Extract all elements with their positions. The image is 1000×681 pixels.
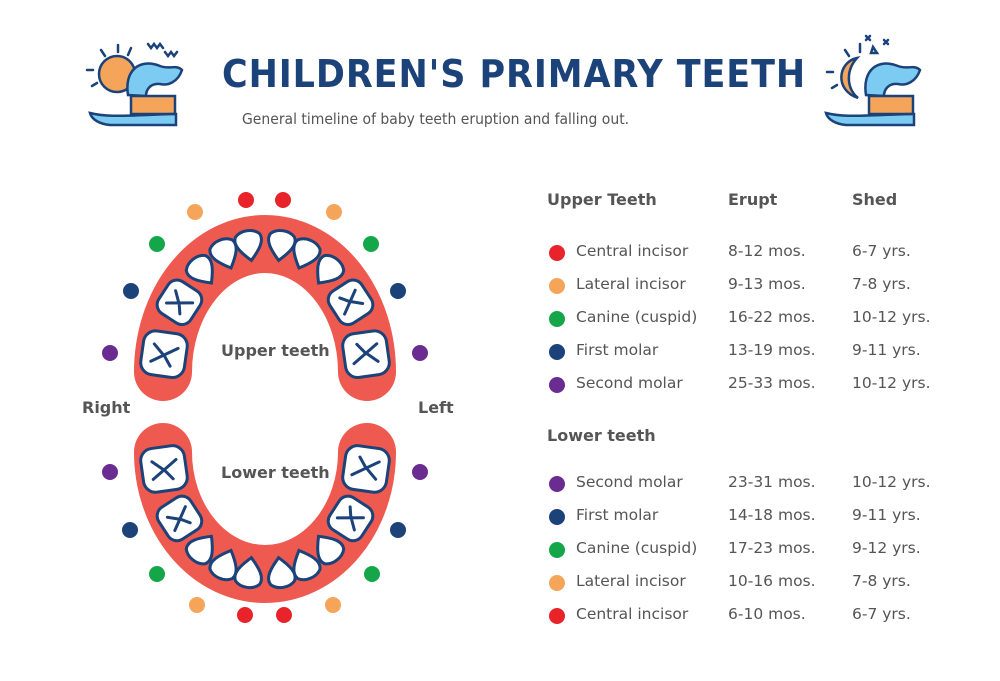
tooth-canine (184, 253, 214, 285)
tooth-name: Central incisor (576, 605, 689, 623)
moon-toothbrush-icon (824, 34, 922, 127)
erupt-value: 17-23 mos. (728, 539, 816, 557)
shed-value: 10-12 yrs. (852, 473, 931, 491)
color-dot (549, 575, 565, 591)
tooth-lateral-incisor (292, 548, 322, 582)
tooth-first-molar (326, 494, 375, 543)
dot-lateral-incisor (187, 204, 203, 220)
color-dot (549, 476, 565, 492)
dot-first-molar (122, 522, 138, 538)
color-dot (549, 542, 565, 558)
tooth-canine (184, 534, 214, 566)
tooth-second-molar (139, 329, 189, 379)
dot-central-incisor (237, 607, 253, 623)
shed-value: 7-8 yrs. (852, 275, 911, 293)
color-dot (549, 278, 565, 294)
shed-value: 9-11 yrs. (852, 506, 921, 524)
tooth-lateral-incisor (208, 237, 238, 270)
tooth-name: Lateral incisor (576, 572, 686, 590)
tooth-central-incisor (233, 229, 263, 263)
shed-value: 10-12 yrs. (852, 374, 931, 392)
erupt-value: 9-13 mos. (728, 275, 806, 293)
tooth-name: Canine (cuspid) (576, 539, 698, 557)
lower-teeth-heading: Lower teeth (547, 426, 656, 445)
color-dot (549, 311, 565, 327)
left-side-label: Left (418, 398, 454, 417)
lower-teeth-label: Lower teeth (221, 463, 330, 482)
erupt-value: 8-12 mos. (728, 242, 806, 260)
erupt-value: 16-22 mos. (728, 308, 816, 326)
color-dot (549, 509, 565, 525)
dot-first-molar (390, 522, 406, 538)
tooth-lateral-incisor (208, 548, 238, 582)
shed-value: 7-8 yrs. (852, 572, 911, 590)
color-dot (549, 608, 565, 624)
tooth-name: First molar (576, 506, 659, 524)
shed-value: 6-7 yrs. (852, 242, 911, 260)
tooth-second-molar (341, 444, 391, 494)
dot-first-molar (390, 283, 406, 299)
tooth-first-molar (326, 278, 375, 327)
shed-value: 9-12 yrs. (852, 539, 921, 557)
dot-lateral-incisor (326, 204, 342, 220)
dot-second-molar (102, 345, 118, 361)
tooth-canine (316, 253, 346, 285)
upper-teeth-label: Upper teeth (221, 341, 330, 360)
erupt-value: 13-19 mos. (728, 341, 816, 359)
tooth-name: Second molar (576, 473, 683, 491)
erupt-value: 23-31 mos. (728, 473, 816, 491)
dot-second-molar (412, 464, 428, 480)
shed-heading: Shed (852, 190, 898, 209)
color-dot (549, 377, 565, 393)
tooth-central-incisor (267, 555, 297, 590)
dot-central-incisor (238, 192, 254, 208)
dot-canine (149, 236, 165, 252)
tooth-canine (316, 534, 346, 566)
tooth-name: Second molar (576, 374, 683, 392)
tooth-second-molar (139, 444, 189, 494)
page-title: CHILDREN'S PRIMARY TEETH (222, 52, 807, 96)
erupt-heading: Erupt (728, 190, 778, 209)
tooth-name: Lateral incisor (576, 275, 686, 293)
dot-central-incisor (275, 192, 291, 208)
color-dot (549, 344, 565, 360)
shed-value: 10-12 yrs. (852, 308, 931, 326)
tooth-name: First molar (576, 341, 659, 359)
tooth-name: Canine (cuspid) (576, 308, 698, 326)
shed-value: 9-11 yrs. (852, 341, 921, 359)
erupt-value: 10-16 mos. (728, 572, 816, 590)
page-subtitle: General timeline of baby teeth eruption … (242, 110, 630, 128)
tooth-central-incisor (233, 555, 263, 590)
tooth-first-molar (155, 494, 204, 543)
upper-teeth-heading: Upper Teeth (547, 190, 657, 209)
dot-central-incisor (276, 607, 292, 623)
right-side-label: Right (82, 398, 131, 417)
dot-second-molar (412, 345, 428, 361)
tooth-name: Central incisor (576, 242, 689, 260)
erupt-value: 14-18 mos. (728, 506, 816, 524)
dot-canine (149, 566, 165, 582)
erupt-value: 6-10 mos. (728, 605, 806, 623)
dot-lateral-incisor (189, 597, 205, 613)
dot-lateral-incisor (325, 597, 341, 613)
tooth-lateral-incisor (292, 237, 322, 270)
color-dot (549, 245, 565, 261)
dot-canine (364, 566, 380, 582)
erupt-value: 25-33 mos. (728, 374, 816, 392)
tooth-central-incisor (267, 229, 297, 263)
shed-value: 6-7 yrs. (852, 605, 911, 623)
tooth-second-molar (341, 329, 391, 379)
sun-toothbrush-icon (85, 41, 184, 127)
dot-canine (363, 236, 379, 252)
tooth-first-molar (155, 278, 204, 327)
dot-second-molar (102, 464, 118, 480)
dot-first-molar (123, 283, 139, 299)
